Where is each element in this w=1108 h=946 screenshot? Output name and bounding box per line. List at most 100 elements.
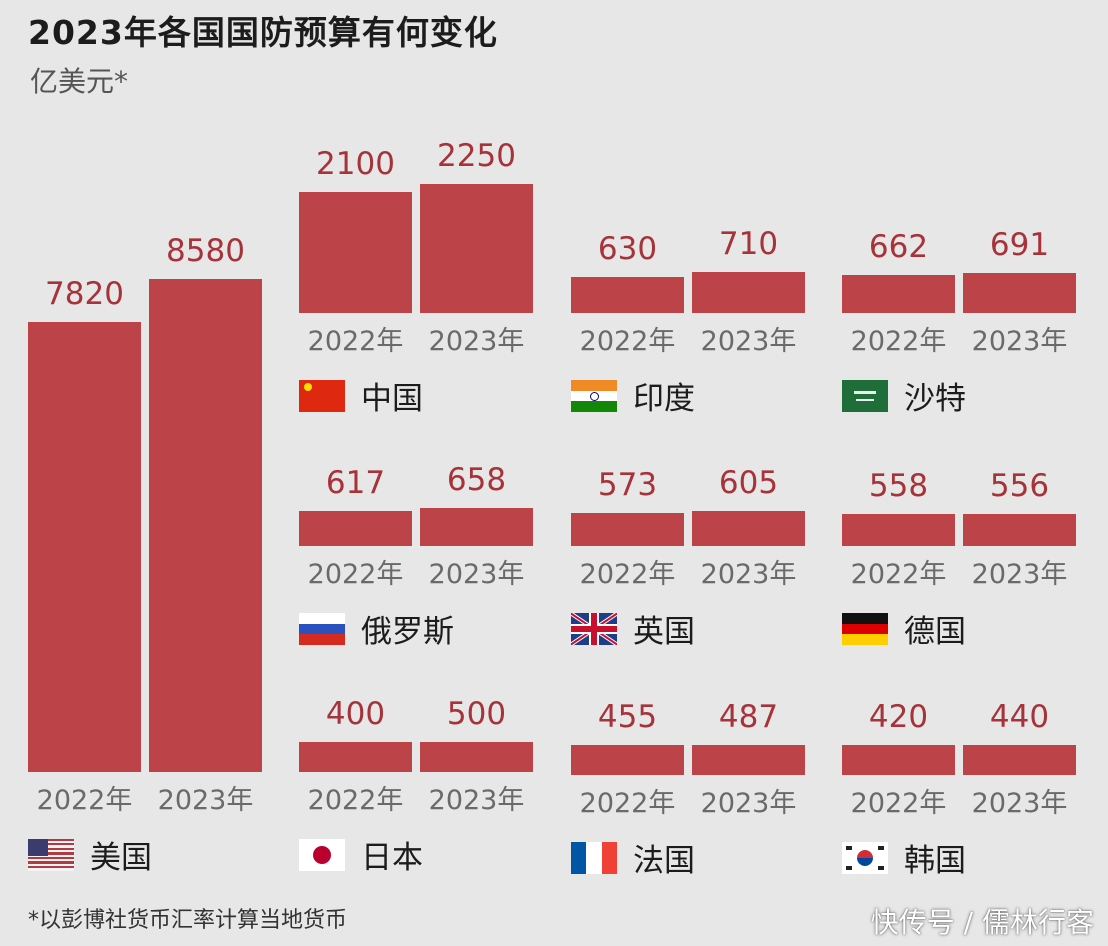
data-label: 662 bbox=[868, 228, 929, 265]
flag-part bbox=[28, 861, 74, 864]
country-name: 沙特 bbox=[904, 381, 966, 417]
data-label: 630 bbox=[597, 230, 658, 267]
year-tick-label: 2022年 bbox=[579, 326, 676, 357]
flag-part bbox=[28, 865, 74, 869]
bar-germany-2022年 bbox=[842, 513, 955, 546]
flag-part bbox=[28, 847, 74, 850]
bar-korea-2022年 bbox=[842, 745, 955, 775]
data-label: 556 bbox=[989, 468, 1050, 505]
flag-part bbox=[846, 845, 852, 850]
year-tick-label: 2022年 bbox=[850, 326, 947, 357]
data-label: 440 bbox=[989, 699, 1050, 735]
flag-part bbox=[842, 623, 888, 634]
data-label: 573 bbox=[597, 467, 658, 504]
country-legend: 中国 bbox=[299, 373, 423, 418]
bar-russia-2023年 bbox=[420, 508, 533, 546]
year-tick-label: 2023年 bbox=[700, 559, 797, 590]
year-tick-label: 2022年 bbox=[307, 326, 404, 357]
russia-flag-icon bbox=[299, 612, 345, 645]
germany-flag-icon bbox=[842, 612, 888, 645]
bar-germany-2023年 bbox=[963, 514, 1076, 546]
japan-flag-icon bbox=[299, 838, 345, 871]
bar-japan-2022年 bbox=[299, 742, 412, 772]
flag-part bbox=[299, 633, 345, 645]
flag-part bbox=[313, 845, 331, 864]
data-label: 617 bbox=[325, 464, 386, 501]
unit-label: 亿美元* bbox=[30, 65, 129, 98]
year-tick-label: 2022年 bbox=[579, 788, 676, 819]
flag-part bbox=[571, 400, 617, 412]
data-label: 2250 bbox=[437, 137, 516, 174]
year-tick-label: 2023年 bbox=[971, 559, 1068, 590]
data-label: 7820 bbox=[45, 276, 124, 313]
country-name: 韩国 bbox=[904, 843, 966, 879]
country-legend: 美国 bbox=[28, 832, 152, 877]
data-label: 455 bbox=[597, 699, 658, 735]
korea-flag-icon bbox=[842, 841, 888, 874]
year-tick-label: 2022年 bbox=[850, 559, 947, 590]
country-name: 美国 bbox=[90, 840, 152, 876]
data-label: 658 bbox=[446, 462, 507, 499]
flag-part bbox=[299, 623, 345, 634]
country-name: 德国 bbox=[904, 614, 966, 650]
bar-india-2022年 bbox=[571, 276, 684, 313]
year-tick-label: 2023年 bbox=[971, 788, 1068, 819]
country-name: 中国 bbox=[361, 381, 423, 417]
bar-france-2022年 bbox=[571, 745, 684, 775]
flag-part bbox=[878, 845, 884, 850]
year-tick-label: 2023年 bbox=[700, 788, 797, 819]
bar-korea-2023年 bbox=[963, 745, 1076, 775]
flag-part bbox=[586, 841, 602, 874]
country-legend: 俄罗斯 bbox=[299, 606, 454, 651]
flag-part bbox=[602, 841, 617, 874]
uk-flag-icon bbox=[571, 612, 617, 645]
flag-part bbox=[571, 379, 617, 391]
bar-saudi-2023年 bbox=[963, 273, 1076, 313]
bar-japan-2023年 bbox=[420, 742, 533, 772]
flag-part bbox=[878, 865, 884, 870]
country-legend: 法国 bbox=[571, 835, 695, 880]
bar-france-2023年 bbox=[692, 745, 805, 775]
flag-part bbox=[28, 843, 74, 846]
data-label: 400 bbox=[325, 696, 386, 732]
country-legend: 印度 bbox=[571, 373, 695, 418]
flag-part bbox=[28, 838, 48, 856]
bar-uk-2022年 bbox=[571, 513, 684, 546]
country-legend: 英国 bbox=[571, 606, 695, 651]
data-label: 691 bbox=[989, 227, 1050, 264]
china-flag-icon bbox=[299, 379, 345, 412]
data-label: 8580 bbox=[166, 232, 245, 269]
year-tick-label: 2022年 bbox=[850, 788, 947, 819]
flag-part bbox=[591, 612, 597, 645]
year-tick-label: 2022年 bbox=[307, 785, 404, 816]
year-tick-label: 2023年 bbox=[157, 785, 254, 816]
bar-china-2023年 bbox=[420, 183, 533, 313]
country-legend: 韩国 bbox=[842, 835, 966, 880]
year-tick-label: 2022年 bbox=[36, 785, 133, 816]
watermark: 快传号 / 儒林行客 bbox=[870, 906, 1094, 939]
us-flag-icon bbox=[28, 838, 74, 871]
bar-saudi-2022年 bbox=[842, 274, 955, 313]
country-legend: 德国 bbox=[842, 606, 966, 651]
data-label: 2100 bbox=[316, 146, 395, 183]
data-label: 558 bbox=[868, 467, 929, 504]
country-name: 印度 bbox=[633, 381, 695, 417]
flag-part bbox=[857, 849, 873, 866]
year-tick-label: 2022年 bbox=[307, 559, 404, 590]
bar-us-2022年 bbox=[28, 322, 141, 772]
country-name: 法国 bbox=[633, 843, 695, 879]
flag-part bbox=[28, 838, 74, 841]
flag-part bbox=[304, 382, 312, 391]
bar-us-2023年 bbox=[149, 278, 262, 772]
year-tick-label: 2023年 bbox=[428, 326, 525, 357]
flag-part bbox=[856, 398, 874, 401]
year-tick-label: 2022年 bbox=[579, 559, 676, 590]
india-flag-icon bbox=[571, 379, 617, 412]
year-tick-label: 2023年 bbox=[428, 559, 525, 590]
flag-part bbox=[842, 633, 888, 645]
country-name: 英国 bbox=[633, 614, 695, 650]
chart-title: 2023年各国国防预算有何变化 bbox=[28, 13, 498, 52]
flag-part bbox=[842, 612, 888, 624]
saudi-flag-icon bbox=[842, 379, 888, 412]
data-label: 487 bbox=[718, 699, 779, 735]
